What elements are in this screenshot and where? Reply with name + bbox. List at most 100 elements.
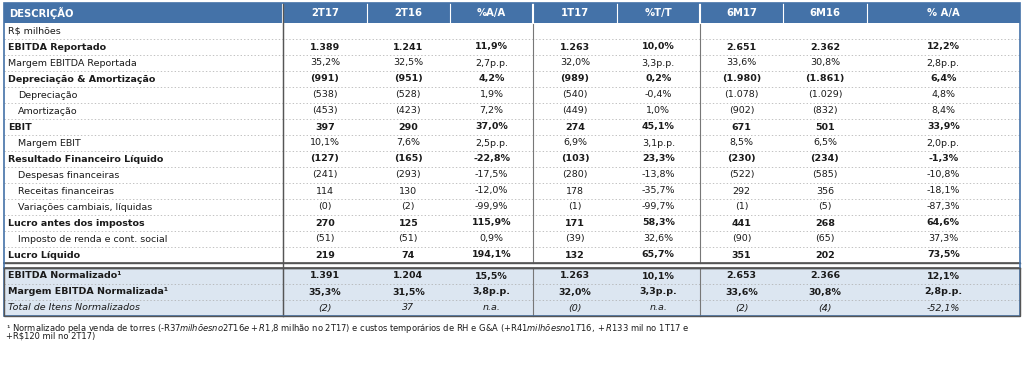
Bar <box>4 199 1020 215</box>
Text: 8,4%: 8,4% <box>931 106 955 115</box>
Text: 0,2%: 0,2% <box>645 75 672 84</box>
Text: 32,6%: 32,6% <box>643 235 674 243</box>
Text: (1): (1) <box>568 202 582 212</box>
Text: Margem EBIT: Margem EBIT <box>18 139 81 147</box>
Text: (1.980): (1.980) <box>722 75 761 84</box>
Text: (423): (423) <box>395 106 421 115</box>
Bar <box>4 231 1020 247</box>
Text: -17,5%: -17,5% <box>475 171 508 180</box>
Text: (165): (165) <box>394 154 423 163</box>
Text: -10,8%: -10,8% <box>927 171 959 180</box>
Text: 2.366: 2.366 <box>810 272 840 281</box>
Text: 33,6%: 33,6% <box>725 288 758 296</box>
Text: 32,0%: 32,0% <box>560 58 590 67</box>
Text: %T/T: %T/T <box>644 8 672 18</box>
Text: 2.651: 2.651 <box>727 43 757 51</box>
Text: (2): (2) <box>401 202 415 212</box>
Text: 1.204: 1.204 <box>393 272 424 281</box>
Text: EBITDA Reportado: EBITDA Reportado <box>8 43 106 51</box>
Text: (4): (4) <box>818 303 831 312</box>
Text: Margem EBITDA Normalizada¹: Margem EBITDA Normalizada¹ <box>8 288 168 296</box>
Text: (1.078): (1.078) <box>724 91 759 99</box>
Bar <box>4 39 1020 55</box>
Text: 194,1%: 194,1% <box>472 250 512 260</box>
Text: 23,3%: 23,3% <box>642 154 675 163</box>
Text: (1.029): (1.029) <box>808 91 842 99</box>
Text: 0,9%: 0,9% <box>479 235 504 243</box>
Bar <box>4 300 1020 316</box>
Text: 1.389: 1.389 <box>310 43 340 51</box>
Text: 58,3%: 58,3% <box>642 219 675 228</box>
Text: 1,0%: 1,0% <box>646 106 671 115</box>
Text: 268: 268 <box>815 219 835 228</box>
Text: (1.861): (1.861) <box>805 75 845 84</box>
Text: (528): (528) <box>395 91 421 99</box>
Text: -99,9%: -99,9% <box>475 202 508 212</box>
Text: (103): (103) <box>561 154 589 163</box>
Text: (991): (991) <box>310 75 340 84</box>
Text: (449): (449) <box>562 106 588 115</box>
Text: 10,0%: 10,0% <box>642 43 675 51</box>
Text: Depreciação & Amortização: Depreciação & Amortização <box>8 75 156 84</box>
Text: 15,5%: 15,5% <box>475 272 508 281</box>
Text: (39): (39) <box>565 235 585 243</box>
Text: 6,4%: 6,4% <box>930 75 956 84</box>
Text: (51): (51) <box>398 235 418 243</box>
Text: (90): (90) <box>732 235 752 243</box>
Bar <box>4 3 284 23</box>
Text: 178: 178 <box>566 187 584 195</box>
Bar <box>4 183 1020 199</box>
Bar <box>4 103 1020 119</box>
Text: 33,6%: 33,6% <box>726 58 757 67</box>
Text: -1,3%: -1,3% <box>928 154 958 163</box>
Text: 10,1%: 10,1% <box>642 272 675 281</box>
Text: 32,5%: 32,5% <box>393 58 424 67</box>
Text: EBITDA Normalizado¹: EBITDA Normalizado¹ <box>8 272 122 281</box>
Text: (65): (65) <box>815 235 835 243</box>
Text: Amortização: Amortização <box>18 106 78 115</box>
Text: -12,0%: -12,0% <box>475 187 508 195</box>
Text: (902): (902) <box>729 106 755 115</box>
Text: 1.263: 1.263 <box>560 272 590 281</box>
Text: 671: 671 <box>732 123 752 132</box>
Text: 64,6%: 64,6% <box>927 219 959 228</box>
Text: (540): (540) <box>562 91 588 99</box>
Text: 2,5p.p.: 2,5p.p. <box>475 139 508 147</box>
Text: 2.653: 2.653 <box>727 272 757 281</box>
Text: Despesas financeiras: Despesas financeiras <box>18 171 120 180</box>
Text: 290: 290 <box>398 123 418 132</box>
Text: Margem EBITDA Reportada: Margem EBITDA Reportada <box>8 58 137 67</box>
Bar <box>4 87 1020 103</box>
Bar <box>4 263 1020 268</box>
Text: ¹ Normalizado pela venda de torres (-R$37 milhões no 2T16 e +R$1,8 milhão no 2T1: ¹ Normalizado pela venda de torres (-R$3… <box>6 322 689 335</box>
Text: Lucro Líquido: Lucro Líquido <box>8 250 80 260</box>
Bar <box>866 3 1020 23</box>
Bar <box>4 3 1020 316</box>
Bar <box>4 215 1020 231</box>
Text: 356: 356 <box>816 187 834 195</box>
Text: 114: 114 <box>316 187 334 195</box>
Text: 130: 130 <box>399 187 418 195</box>
Text: 351: 351 <box>732 250 752 260</box>
Text: 7,6%: 7,6% <box>396 139 421 147</box>
Bar <box>4 268 1020 316</box>
Text: (293): (293) <box>395 171 421 180</box>
Text: 11,9%: 11,9% <box>475 43 508 51</box>
Text: 2T16: 2T16 <box>394 8 422 18</box>
Text: DESCRIÇÃO: DESCRIÇÃO <box>9 7 74 19</box>
Text: 30,8%: 30,8% <box>810 58 840 67</box>
Bar <box>284 3 367 23</box>
Text: 501: 501 <box>815 123 835 132</box>
Text: (230): (230) <box>727 154 756 163</box>
Text: -35,7%: -35,7% <box>642 187 675 195</box>
Text: (522): (522) <box>729 171 755 180</box>
Text: (5): (5) <box>818 202 831 212</box>
Text: (538): (538) <box>312 91 338 99</box>
Text: 8,5%: 8,5% <box>730 139 754 147</box>
Text: 6M16: 6M16 <box>809 8 841 18</box>
Text: 4,8%: 4,8% <box>931 91 955 99</box>
Text: Variações cambiais, líquidas: Variações cambiais, líquidas <box>18 202 153 212</box>
Text: 1.391: 1.391 <box>310 272 340 281</box>
Bar <box>4 284 1020 300</box>
Bar <box>4 247 1020 263</box>
